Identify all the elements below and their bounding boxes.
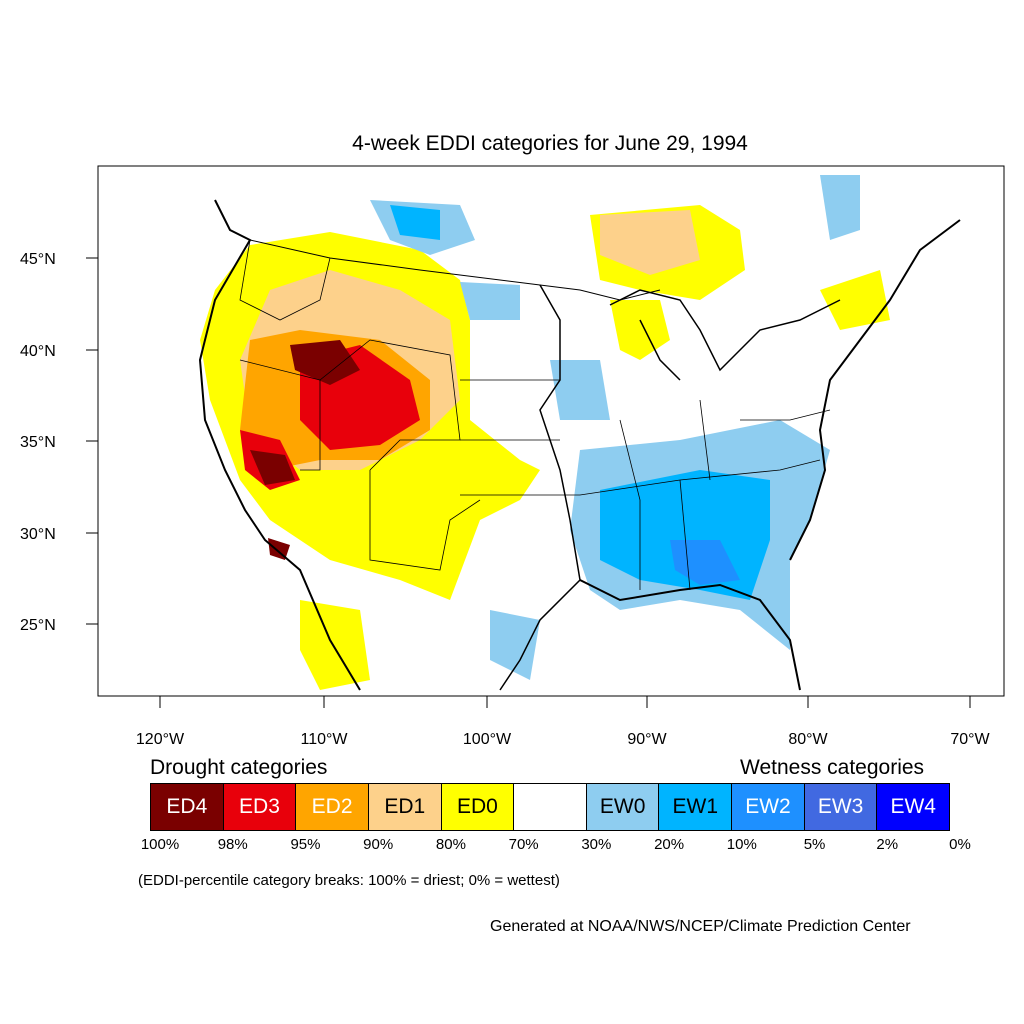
drought-wetness-fields	[200, 175, 890, 690]
percentile-label: 100%	[140, 836, 180, 853]
lon-label-80: 80°W	[788, 731, 828, 748]
percentile-label: 0%	[949, 836, 971, 853]
lat-label-40: 40°N	[20, 343, 56, 360]
lon-label-120: 120°W	[136, 731, 185, 748]
percentile-label: 90%	[363, 836, 394, 853]
lat-label-30: 30°N	[20, 526, 56, 543]
legend-swatch-ew3: EW3	[804, 784, 878, 830]
percentile-label: 2%	[876, 836, 899, 853]
lat-label-25: 25°N	[20, 617, 56, 634]
drought-categories-title: Drought categories	[150, 756, 328, 779]
percentile-label: 30%	[581, 836, 612, 853]
legend-swatch-ed1: ED1	[368, 784, 442, 830]
percentile-label: 98%	[217, 836, 248, 853]
map-frame	[97, 165, 1005, 697]
credit-line: Generated at NOAA/NWS/NCEP/Climate Predi…	[490, 918, 911, 935]
lon-label-90: 90°W	[627, 731, 667, 748]
eddi-map: 45°N 40°N 35°N 30°N 25°N 120°W 110°W 100…	[20, 165, 1005, 748]
boundaries	[198, 199, 961, 691]
legend-swatch-ed2: ED2	[296, 784, 369, 830]
legend-swatch-ew2: EW2	[732, 784, 805, 830]
percentile-label: 95%	[290, 836, 321, 853]
legend-swatch-ed0: ED0	[441, 784, 515, 830]
map-title: 4-week EDDI categories for June 29, 1994	[352, 132, 748, 155]
legend-swatch-ed3: ED3	[223, 784, 297, 830]
category-note: (EDDI-percentile category breaks: 100% =…	[138, 872, 560, 889]
percentile-label: 20%	[654, 836, 685, 853]
lon-label-110: 110°W	[300, 731, 348, 748]
lat-label-35: 35°N	[20, 434, 56, 451]
axis-ticks	[86, 257, 971, 708]
legend-swatch-ew1: EW1	[659, 784, 733, 830]
percentile-label: 80%	[435, 836, 466, 853]
percentile-label: 10%	[726, 836, 757, 853]
category-legend: ED4 ED3 ED2 ED1 ED0 EW0 EW1 EW2 EW3 EW4	[150, 783, 950, 831]
percentile-label: 70%	[508, 836, 539, 853]
lon-label-100: 100°W	[463, 731, 512, 748]
legend-swatch-normal	[514, 784, 587, 830]
wetness-categories-title: Wetness categories	[740, 756, 925, 779]
lon-label-70: 70°W	[950, 731, 990, 748]
lat-label-45: 45°N	[20, 251, 56, 268]
legend-swatch-ed4: ED4	[151, 784, 224, 830]
legend-swatch-ew0: EW0	[586, 784, 660, 830]
legend-swatch-ew4: EW4	[877, 784, 950, 830]
percentile-label: 5%	[803, 836, 826, 853]
